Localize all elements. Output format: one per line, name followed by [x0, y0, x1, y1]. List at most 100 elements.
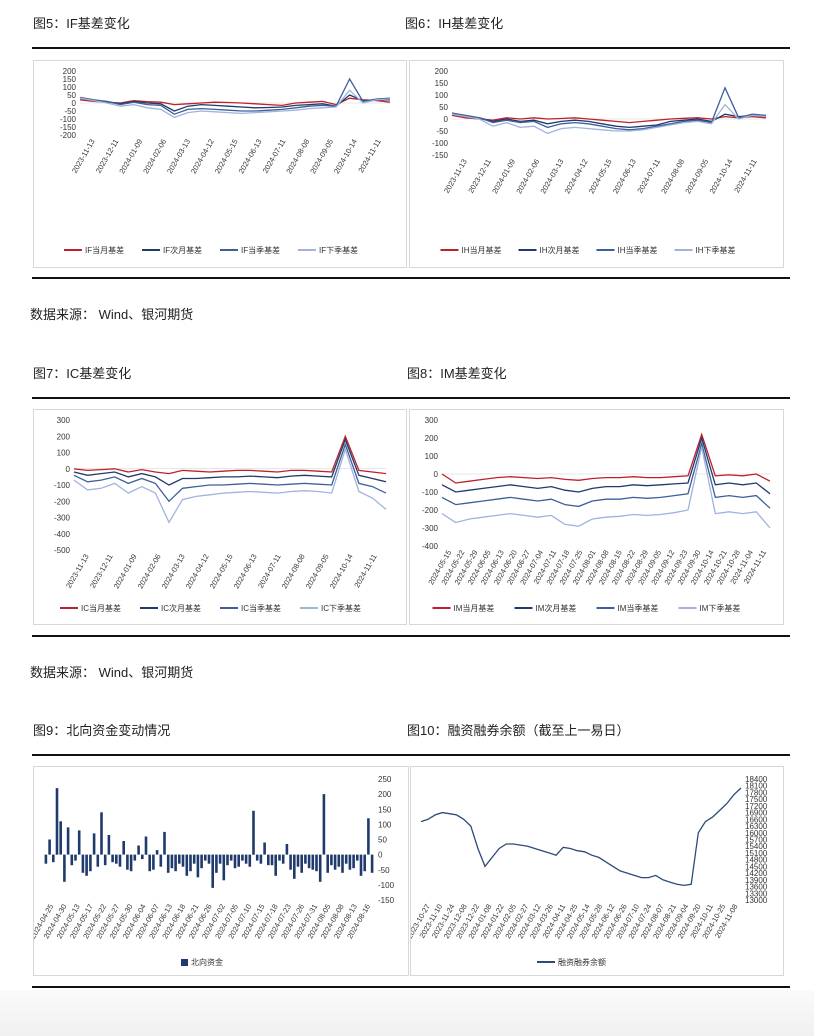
- x-tick-label: 2024-09-05: [683, 158, 710, 196]
- bar: [222, 854, 226, 881]
- bar: [281, 854, 285, 864]
- y-tick-label: 50: [67, 91, 76, 100]
- y-tick-label: 14200: [745, 869, 768, 878]
- y-tick-label: -500: [54, 546, 71, 555]
- y-tick-label: 0: [378, 851, 383, 860]
- bar: [111, 854, 114, 863]
- series-line-4: [79, 89, 391, 119]
- x-tick-label: 2023-11-13: [442, 158, 469, 195]
- divider-rule: [32, 277, 790, 279]
- y-tick-label: 150: [63, 75, 77, 84]
- bar: [107, 835, 111, 855]
- bar: [311, 854, 315, 870]
- y-tick-label: 100: [63, 83, 77, 92]
- im-basis-chart: 3002001000-100-200-300-4002024-05-152024…: [422, 416, 771, 613]
- x-tick-label: 2024-03-13: [165, 138, 192, 176]
- bar: [307, 854, 311, 869]
- y-tick-label: 300: [425, 416, 439, 425]
- northbound-flow-chart: 250200150100500-50-100-1502024-04-252024…: [28, 775, 394, 967]
- x-tick-label: 2024-11-11: [732, 158, 758, 195]
- bar: [155, 850, 159, 855]
- y-tick-label: 16000: [745, 829, 768, 838]
- y-tick-label: 17800: [745, 788, 768, 797]
- y-tick-label: -200: [422, 506, 439, 515]
- y-tick-label: 13000: [745, 896, 768, 905]
- chart-frame-north: 250 200 150 100 50 0 -50 -100 -150 2024-04-25 2024…: [28, 766, 409, 976]
- fig6-title: 图6：IH基差变化: [405, 16, 504, 31]
- bar: [74, 854, 77, 861]
- y-tick-label: 200: [63, 67, 77, 76]
- bar: [244, 854, 248, 864]
- bar: [152, 854, 155, 870]
- x-tick-label: 2024-11-11: [352, 553, 378, 590]
- x-tick-label: 2024-03-13: [538, 158, 565, 196]
- ih-basis-chart: 200 150 100 50 0 -50 -100 -1502023-11-132023-12…: [432, 67, 767, 255]
- legend-item: IH下季基差: [674, 245, 736, 255]
- x-tick-label: 2023-11-13: [70, 138, 97, 175]
- bar: [59, 821, 62, 855]
- legend-item: 北向资金: [181, 957, 223, 967]
- ic-basis-chart: 300 200 100 0 -100 -200 -300 -400 -5002023-11-13…: [54, 416, 387, 613]
- bar: [285, 844, 289, 855]
- legend-label: IF下季基差: [319, 245, 358, 255]
- legend-item: IH次月基差: [518, 245, 580, 255]
- y-tick-label: 16600: [745, 815, 768, 824]
- bar: [326, 854, 329, 873]
- y-tick-label: -200: [60, 131, 77, 140]
- y-tick-label: 100: [57, 449, 71, 458]
- bar: [141, 854, 144, 860]
- bar: [100, 812, 103, 855]
- bar: [359, 854, 363, 876]
- bar: [237, 854, 240, 867]
- fig5-title: 图5：IF基差变化: [33, 16, 130, 31]
- bar: [363, 854, 366, 872]
- y-tick-label: 14800: [745, 856, 768, 865]
- x-tick-label: 2024-02-06: [514, 158, 541, 196]
- bar: [207, 854, 211, 864]
- bar: [293, 854, 296, 879]
- legend-item: IF当月基差: [64, 245, 124, 255]
- bar: [300, 854, 303, 873]
- legend-item: IF当季基差: [220, 245, 280, 255]
- bar: [137, 845, 140, 855]
- x-tick-label: 2023-12-11: [88, 553, 115, 590]
- x-tick-label: 2024-05-15: [208, 553, 235, 591]
- y-tick-label: 13600: [745, 883, 768, 892]
- x-tick-label: 2024-05-15: [213, 138, 240, 176]
- legend-item: IC次月基差: [140, 603, 201, 613]
- bar: [133, 854, 137, 861]
- x-tick-label: 2024-10-14: [328, 553, 355, 591]
- x-tick-label: 2024-06-13: [232, 553, 259, 591]
- series-line-4: [451, 103, 767, 135]
- divider-rule: [32, 47, 790, 49]
- bar: [174, 854, 177, 872]
- bar: [89, 854, 92, 872]
- y-tick-label: -100: [60, 115, 77, 124]
- legend-label: IH次月基差: [540, 245, 580, 255]
- series-line-3: [73, 442, 387, 503]
- bar: [259, 854, 263, 864]
- series-line-2: [441, 435, 771, 495]
- series-line-3: [441, 440, 771, 509]
- legend-item: IM当月基差: [432, 603, 494, 613]
- bar: [178, 854, 181, 864]
- legend-label: IC下季基差: [321, 603, 361, 613]
- legend-label: IF当季基差: [241, 245, 280, 255]
- x-tick-label: 2023-12-11: [466, 158, 493, 195]
- bar: [48, 839, 51, 855]
- series-line-2: [73, 437, 387, 486]
- x-tick-label: 2024-06-13: [611, 158, 638, 196]
- series-line-1: [441, 432, 771, 484]
- y-tick-label: 0: [66, 465, 71, 474]
- bar: [330, 854, 333, 866]
- bar: [189, 854, 192, 872]
- y-tick-label: 100: [378, 820, 392, 829]
- bar: [163, 831, 166, 855]
- y-tick-label: 200: [378, 790, 392, 799]
- fig7-title: 图7：IC基差变化: [33, 366, 132, 381]
- legend-item: IC当季基差: [220, 603, 281, 613]
- bar: [70, 854, 74, 866]
- x-tick-label: 2024-05-15: [587, 158, 614, 196]
- if-basis-chart: 200150100500-50-100-150-2002023-11-13202…: [60, 67, 391, 255]
- data-source-note: 数据来源： Wind、银河期货: [30, 665, 194, 680]
